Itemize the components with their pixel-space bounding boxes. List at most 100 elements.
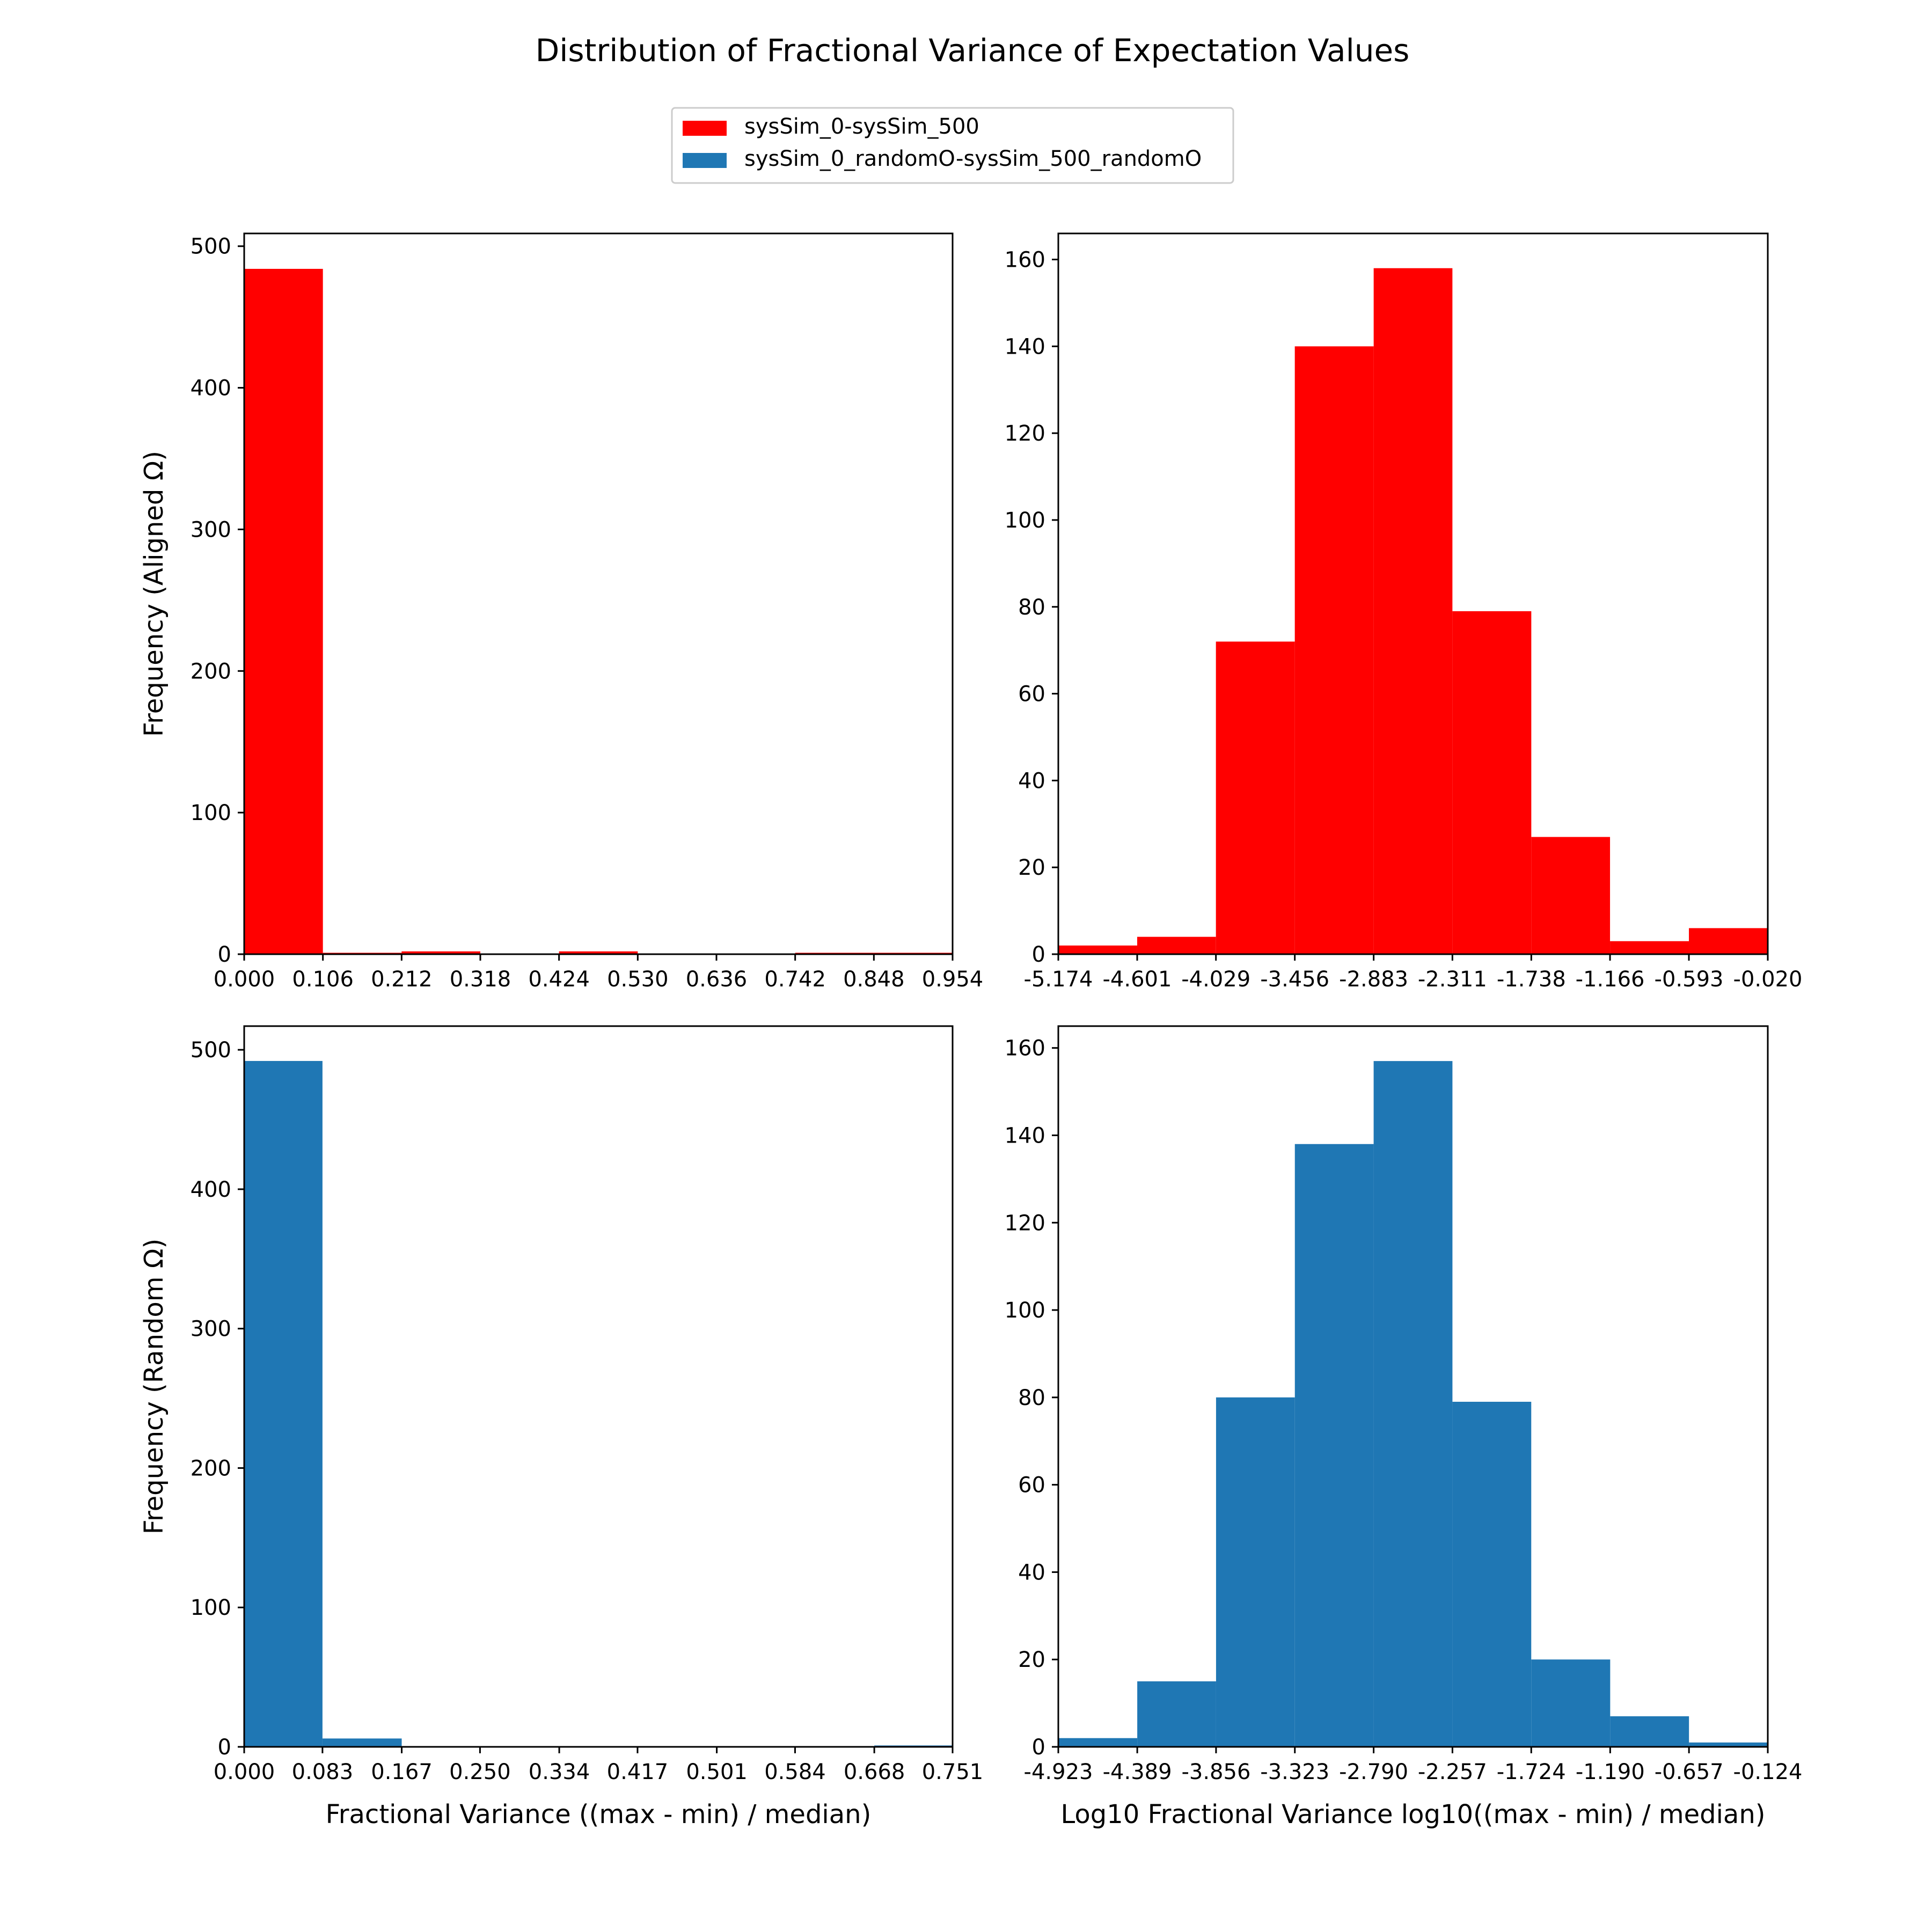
bottom-left-xtick-label-5: 0.417 (607, 1760, 669, 1784)
top-right-bar-5 (1452, 611, 1532, 954)
top-right-ytick-label-1: 20 (1018, 855, 1045, 880)
legend: sysSim_0-sysSim_500 sysSim_0_randomO-sys… (671, 107, 1234, 184)
bottom-right-xtick-label-3: -3.323 (1260, 1760, 1329, 1784)
top-left-xtick-label-4: 0.424 (528, 967, 590, 992)
top-right-xtick-label-4: -2.883 (1339, 967, 1408, 992)
top-left-xtick-label-7: 0.742 (764, 967, 826, 992)
bottom-left-ytick-label-4: 400 (191, 1177, 231, 1202)
bottom-left-xtick-label-0: 0.000 (214, 1760, 275, 1784)
bottom-right-bar-6 (1531, 1659, 1611, 1747)
top-left-ytick-label-2: 200 (191, 659, 231, 684)
bottom-left-xtick-label-8: 0.668 (844, 1760, 905, 1784)
top-left-ytick-label-4: 400 (191, 376, 231, 401)
top-left-ytick-label-0: 0 (218, 942, 231, 967)
top-right-bar-6 (1531, 837, 1611, 954)
top-left-axes-frame (243, 232, 954, 955)
top-right-xtick-label-7: -1.166 (1576, 967, 1645, 992)
bottom-left-ytick-label-0: 0 (218, 1735, 231, 1760)
top-right-xtick-label-8: -0.593 (1655, 967, 1724, 992)
bottom-right-xtick-label-8: -0.657 (1655, 1760, 1724, 1784)
bottom-right-bar-0 (1058, 1738, 1138, 1747)
bottom-right-bar-7 (1610, 1716, 1689, 1747)
panel-bottom-right: -4.923 -4.389 -3.856 -3.323 -2.790 -2.257 -1.7… (1005, 1025, 1803, 1829)
bottom-left-axes-frame (243, 1025, 954, 1748)
top-right-ytick-label-0: 0 (1032, 942, 1045, 967)
top-right-xtick-label-5: -2.311 (1418, 967, 1487, 992)
figure-title: Distribution of Fractional Variance of E… (536, 32, 1410, 69)
bottom-left-ytick-label-3: 300 (191, 1317, 231, 1342)
bottom-left-xtick-label-2: 0.167 (371, 1760, 433, 1784)
top-right-ytick-label-2: 40 (1018, 769, 1045, 793)
top-left-ytick-label-3: 300 (191, 517, 231, 542)
bottom-left-xtick-label-6: 0.501 (686, 1760, 748, 1784)
top-right-ytick-label-4: 80 (1018, 595, 1045, 620)
bottom-right-xtick-label-9: -0.124 (1733, 1760, 1803, 1784)
bottom-left-bar-0 (244, 1060, 323, 1747)
bottom-right-ytick-label-4: 80 (1018, 1386, 1045, 1410)
panel-bottom-left: 0.000 0.083 0.167 0.250 0.334 0.417 0.501 0.584… (139, 1025, 983, 1829)
bottom-right-xtick-label-2: -3.856 (1181, 1760, 1250, 1784)
top-right-bar-7 (1610, 941, 1689, 954)
bottom-left-bar-1 (322, 1738, 402, 1747)
bottom-right-bar-5 (1452, 1401, 1532, 1747)
top-left-ytick-label-5: 500 (191, 235, 231, 259)
top-left-bar-4 (559, 951, 638, 954)
bottom-right-xtick-label-5: -2.257 (1418, 1760, 1487, 1784)
top-left-xtick-label-0: 0.000 (214, 967, 275, 992)
legend-frame (671, 107, 1234, 184)
top-right-bar-0 (1058, 945, 1137, 954)
legend-swatch-aligned (683, 121, 727, 136)
bottom-right-bar-2 (1216, 1397, 1295, 1747)
bottom-right-xtick-label-7: -1.190 (1576, 1760, 1645, 1784)
top-left-xtick-label-2: 0.212 (371, 967, 433, 992)
top-right-bar-3 (1294, 346, 1374, 955)
top-right-bar-1 (1137, 936, 1216, 954)
top-left-bar-2 (401, 951, 480, 954)
top-left-xtick-label-5: 0.530 (607, 967, 669, 992)
top-left-xtick-label-8: 0.848 (843, 967, 905, 992)
top-left-bar-0 (244, 268, 323, 955)
top-right-axes-frame (1057, 232, 1769, 955)
top-left-xtick-label-3: 0.318 (450, 967, 511, 992)
top-right-bar-4 (1373, 268, 1453, 954)
top-right-xtick-label-0: -5.174 (1024, 967, 1093, 992)
bottom-right-ytick-label-3: 60 (1018, 1473, 1045, 1498)
bottom-right-xlabel: Log10 Fractional Variance log10((max - m… (1061, 1799, 1766, 1829)
bottom-right-ytick-label-2: 40 (1018, 1560, 1045, 1585)
bottom-right-xtick-label-0: -4.923 (1024, 1760, 1093, 1784)
bottom-left-ytick-label-1: 100 (191, 1596, 231, 1620)
top-right-xtick-label-3: -3.456 (1260, 967, 1329, 992)
top-left-xtick-label-1: 0.106 (292, 967, 354, 992)
panel-top-right: -5.174 -4.601 -4.029 -3.456 -2.883 -2.311 -1.7… (1005, 232, 1803, 992)
bottom-right-axes-frame (1057, 1025, 1769, 1748)
top-right-xtick-label-6: -1.738 (1497, 967, 1566, 992)
bottom-right-ytick-label-0: 0 (1032, 1735, 1045, 1760)
top-right-ytick-label-8: 160 (1005, 248, 1045, 273)
top-right-xtick-label-2: -4.029 (1181, 967, 1250, 992)
top-right-bar-2 (1216, 641, 1295, 954)
bottom-right-ytick-label-7: 140 (1005, 1123, 1045, 1148)
legend-label-random: sysSim_0_randomO-sysSim_500_randomO (744, 147, 1202, 171)
bottom-right-ytick-label-8: 160 (1005, 1036, 1045, 1061)
top-right-ytick-label-6: 120 (1005, 421, 1045, 446)
bottom-right-ytick-label-5: 100 (1005, 1298, 1045, 1323)
bottom-left-xtick-label-1: 0.083 (292, 1760, 354, 1784)
bottom-right-xtick-label-6: -1.724 (1497, 1760, 1566, 1784)
bottom-right-xtick-label-4: -2.790 (1339, 1760, 1408, 1784)
bottom-right-bar-1 (1137, 1681, 1216, 1747)
top-right-bar-8 (1689, 928, 1768, 954)
bottom-right-bar-4 (1373, 1061, 1453, 1747)
bottom-right-bar-8 (1689, 1742, 1768, 1747)
top-right-ytick-label-3: 60 (1018, 682, 1045, 707)
bottom-right-bar-3 (1294, 1144, 1374, 1747)
top-left-ylabel: Frequency (Aligned Ω) (139, 451, 169, 737)
top-right-xtick-label-9: -0.020 (1733, 967, 1803, 992)
top-left-ytick-label-1: 100 (191, 801, 231, 825)
bottom-right-xtick-label-1: -4.389 (1103, 1760, 1172, 1784)
top-right-ytick-label-7: 140 (1005, 334, 1045, 359)
bottom-left-xtick-label-7: 0.584 (764, 1760, 826, 1784)
bottom-right-ytick-label-1: 20 (1018, 1648, 1045, 1672)
top-right-xtick-label-1: -4.601 (1102, 967, 1172, 992)
bottom-left-ylabel: Frequency (Random Ω) (139, 1239, 169, 1534)
